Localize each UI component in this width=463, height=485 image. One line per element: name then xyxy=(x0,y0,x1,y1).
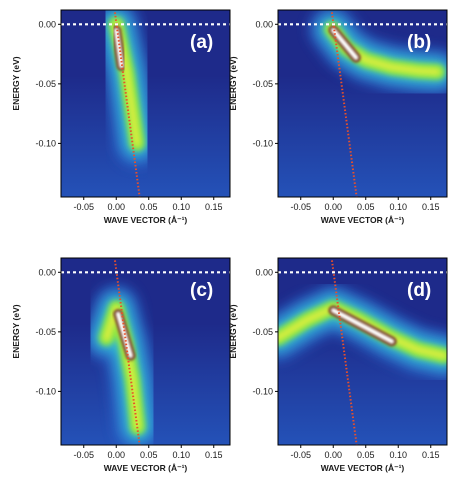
plot-frame xyxy=(277,257,448,446)
panel-d: (d) -0.05 0.00 0.05 0.10 0.15 0.00 -0.05 -0.10 WA… xyxy=(228,257,448,473)
x-tick-label: 0.10 xyxy=(389,202,407,212)
y-tick-label: 0.00 xyxy=(255,19,273,29)
x-tick-label: 0.05 xyxy=(357,450,375,460)
y-tick-label: -0.10 xyxy=(35,138,56,148)
y-tick-label: -0.10 xyxy=(35,386,56,396)
heatmap-area xyxy=(278,10,447,197)
panel-c: (c) -0.05 0.00 0.05 0.10 0.15 0.00 -0.05 -0.10 WA… xyxy=(11,257,231,473)
x-tick-label: 0.15 xyxy=(205,450,223,460)
intensity-peak-core xyxy=(331,27,359,60)
x-axis-label: WAVE VECTOR (Å⁻¹) xyxy=(104,463,188,473)
intensity-peak-core xyxy=(115,311,133,358)
heatmap-area xyxy=(61,258,230,445)
dispersion-line xyxy=(113,12,141,197)
dispersion-line xyxy=(330,12,358,197)
panel-a: (a) -0.05 0.00 0.05 0.10 0.15 0.00 -0.05 -0.10 WA… xyxy=(11,9,231,225)
y-tick-label: -0.05 xyxy=(35,327,56,337)
x-tick-label: 0.15 xyxy=(422,450,440,460)
y-axis-label: ENERGY (eV) xyxy=(11,56,21,110)
y-tick-label: 0.00 xyxy=(255,267,273,277)
panel-label: (c) xyxy=(190,280,213,301)
x-tick-label: 0.00 xyxy=(324,202,342,212)
x-tick-label: 0.10 xyxy=(172,202,190,212)
y-tick-label: 0.00 xyxy=(38,267,56,277)
x-axis-label: WAVE VECTOR (Å⁻¹) xyxy=(321,215,405,225)
x-tick-label: 0.05 xyxy=(140,202,158,212)
x-tick-label: 0.15 xyxy=(205,202,223,212)
x-tick-label: 0.00 xyxy=(107,450,125,460)
y-tick-label: -0.05 xyxy=(252,327,273,337)
x-tick-label: -0.05 xyxy=(73,202,94,212)
dispersion-line xyxy=(330,260,358,445)
x-tick-label: 0.10 xyxy=(389,450,407,460)
y-tick-label: -0.10 xyxy=(252,138,273,148)
heatmap-area xyxy=(278,258,447,445)
x-tick-label: 0.00 xyxy=(107,202,125,212)
y-axis-label: ENERGY (eV) xyxy=(228,304,238,358)
y-tick-label: -0.05 xyxy=(35,79,56,89)
plot-frame xyxy=(60,257,231,446)
y-axis-label: ENERGY (eV) xyxy=(228,56,238,110)
plot-frame xyxy=(277,9,448,198)
panel-label: (d) xyxy=(407,280,431,301)
x-tick-label: 0.05 xyxy=(140,450,158,460)
dispersion-line xyxy=(113,260,141,445)
y-tick-label: -0.10 xyxy=(252,386,273,396)
x-tick-label: -0.05 xyxy=(290,450,311,460)
x-tick-label: 0.00 xyxy=(324,450,342,460)
heatmap-area xyxy=(61,10,230,197)
y-tick-label: 0.00 xyxy=(38,19,56,29)
x-tick-label: 0.10 xyxy=(172,450,190,460)
x-axis-label: WAVE VECTOR (Å⁻¹) xyxy=(104,215,188,225)
x-tick-label: -0.05 xyxy=(290,202,311,212)
y-axis-label: ENERGY (eV) xyxy=(11,304,21,358)
panel-b: (b) -0.05 0.00 0.05 0.10 0.15 0.00 -0.05 -0.10 WA… xyxy=(228,9,448,225)
x-tick-label: -0.05 xyxy=(73,450,94,460)
panel-label: (b) xyxy=(407,32,431,53)
intensity-peak-core xyxy=(331,308,395,344)
plot-frame xyxy=(60,9,231,198)
panel-label: (a) xyxy=(190,32,213,53)
y-tick-label: -0.05 xyxy=(252,79,273,89)
x-axis-label: WAVE VECTOR (Å⁻¹) xyxy=(321,463,405,473)
x-tick-label: 0.05 xyxy=(357,202,375,212)
x-tick-label: 0.15 xyxy=(422,202,440,212)
